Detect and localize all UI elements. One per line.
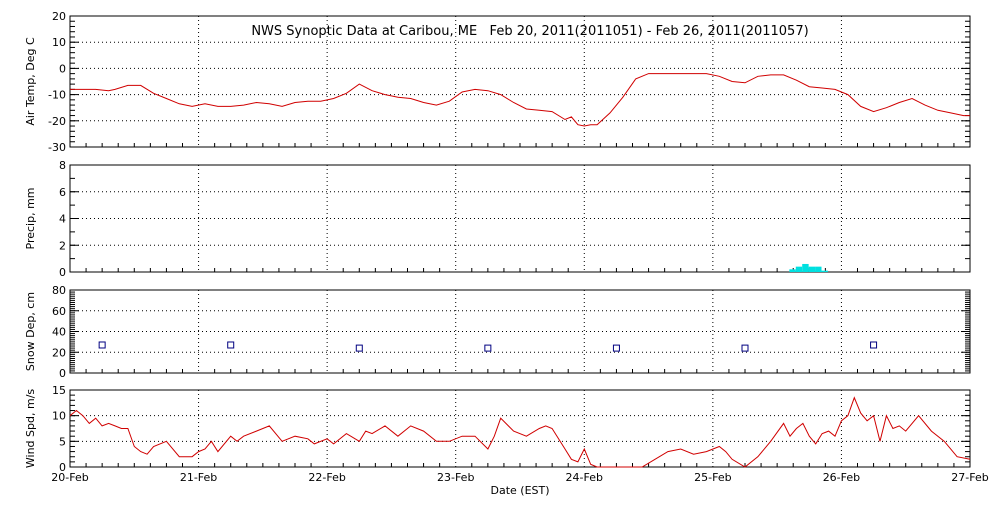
- x-tick-label: 23-Feb: [437, 471, 474, 484]
- y-axis-label: Precip, mm: [24, 188, 37, 250]
- precip-bar: [808, 266, 816, 272]
- y-tick-label: 4: [59, 213, 66, 226]
- y-axis-label: Air Temp, Deg C: [24, 37, 37, 126]
- y-tick-label: 0: [59, 266, 66, 279]
- precip-bar: [795, 266, 803, 272]
- y-tick-label: -20: [48, 115, 66, 128]
- y-tick-label: 5: [59, 435, 66, 448]
- y-tick-label: 20: [52, 10, 66, 23]
- plot-frame: [69, 389, 971, 468]
- y-tick-label: 0: [59, 461, 66, 474]
- y-tick-label: 60: [52, 305, 66, 318]
- x-tick-label: 20-Feb: [51, 471, 88, 484]
- precip-bar: [802, 263, 809, 272]
- y-tick-label: 80: [52, 284, 66, 297]
- panel-1: 0 2 4 6 8 Precip, mm: [24, 159, 971, 279]
- snow-depth-marker: [612, 344, 620, 352]
- y-tick-label: 0: [59, 62, 66, 75]
- y-tick-label: 15: [52, 384, 66, 397]
- x-tick-label: 21-Feb: [180, 471, 217, 484]
- x-tick-label: 26-Feb: [823, 471, 860, 484]
- panel-0: -30 -20 -10 0 10 20 Air Temp, Deg C: [24, 10, 971, 154]
- snow-depth-marker: [355, 344, 363, 352]
- series-line: [70, 73, 970, 127]
- y-tick-label: -10: [48, 89, 66, 102]
- y-tick-label: 40: [52, 326, 66, 339]
- x-tick-label: 24-Feb: [566, 471, 603, 484]
- snow-depth-marker: [227, 341, 235, 349]
- y-tick-label: 2: [59, 239, 66, 252]
- y-tick-label: 8: [59, 159, 66, 172]
- y-tick-label: -30: [48, 141, 66, 154]
- x-tick-label: 22-Feb: [308, 471, 345, 484]
- precip-bar: [789, 269, 796, 272]
- x-tick-label: 25-Feb: [694, 471, 731, 484]
- precip-bar: [821, 270, 828, 272]
- series-line: [69, 396, 971, 468]
- snow-depth-marker: [870, 341, 878, 349]
- y-tick-label: 20: [52, 346, 66, 359]
- y-axis-label: Snow Dep, cm: [24, 292, 37, 371]
- x-tick-label: 27-Feb: [951, 471, 988, 484]
- panel-2: 0 20 40 60 80 Snow Dep, cm: [24, 284, 971, 380]
- precip-bar: [815, 266, 822, 272]
- x-axis-label: Date (EST): [490, 484, 549, 497]
- y-axis-label: Wind Spd, m/s: [24, 389, 37, 469]
- y-tick-label: 10: [52, 410, 66, 423]
- panel-3: 0 5 10 15 Wind Spd, m/s: [24, 384, 971, 474]
- y-tick-label: 0: [59, 367, 66, 380]
- snow-depth-marker: [484, 344, 492, 352]
- snow-depth-marker: [98, 341, 106, 349]
- snow-depth-marker: [741, 344, 749, 352]
- y-tick-label: 10: [52, 36, 66, 49]
- chart-title: NWS Synoptic Data at Caribou, ME Feb 20,…: [251, 24, 808, 39]
- y-tick-label: 6: [59, 186, 66, 199]
